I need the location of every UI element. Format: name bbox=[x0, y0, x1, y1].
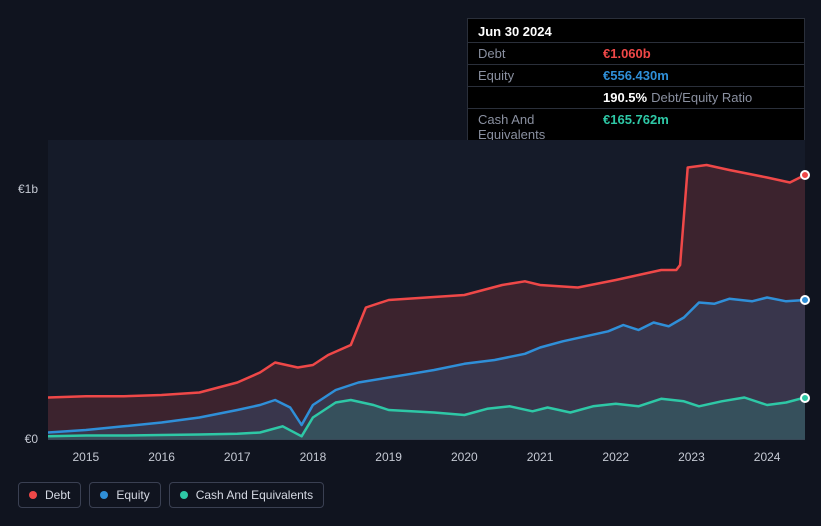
x-axis: 2015 2016 2017 2018 2019 2020 2021 2022 2023 2024 bbox=[48, 450, 805, 470]
tooltip-value: €556.430m bbox=[603, 68, 794, 83]
legend-item-cash[interactable]: Cash And Equivalents bbox=[169, 482, 324, 508]
chart-svg bbox=[48, 140, 805, 440]
tooltip-row-debt: Debt €1.060b bbox=[468, 43, 804, 65]
legend-label: Cash And Equivalents bbox=[196, 488, 313, 502]
tooltip-value: €1.060b bbox=[603, 46, 794, 61]
legend-label: Equity bbox=[116, 488, 149, 502]
y-axis-tick-label: €0 bbox=[25, 432, 38, 446]
legend-item-equity[interactable]: Equity bbox=[89, 482, 160, 508]
x-axis-tick-label: 2017 bbox=[224, 450, 251, 464]
chart-tooltip: Jun 30 2024 Debt €1.060b Equity €556.430… bbox=[467, 18, 805, 148]
tooltip-ratio-label: Debt/Equity Ratio bbox=[651, 90, 752, 105]
chart-legend: Debt Equity Cash And Equivalents bbox=[18, 482, 324, 508]
tooltip-date: Jun 30 2024 bbox=[478, 24, 603, 39]
tooltip-ratio-pct: 190.5% bbox=[603, 90, 647, 105]
equity-legend-dot bbox=[100, 491, 108, 499]
x-axis-tick-label: 2019 bbox=[375, 450, 402, 464]
x-axis-tick-label: 2016 bbox=[148, 450, 175, 464]
cash-legend-dot bbox=[180, 491, 188, 499]
tooltip-row-ratio: 190.5% Debt/Equity Ratio bbox=[468, 87, 804, 109]
legend-label: Debt bbox=[45, 488, 70, 502]
tooltip-label: Debt bbox=[478, 46, 603, 61]
x-axis-tick-label: 2024 bbox=[754, 450, 781, 464]
x-axis-tick-label: 2020 bbox=[451, 450, 478, 464]
legend-item-debt[interactable]: Debt bbox=[18, 482, 81, 508]
equity-end-marker bbox=[800, 295, 810, 305]
debt-end-marker bbox=[800, 170, 810, 180]
tooltip-value: €165.762m bbox=[603, 112, 794, 127]
tooltip-label: Cash And Equivalents bbox=[478, 112, 603, 142]
tooltip-label: Equity bbox=[478, 68, 603, 83]
tooltip-ratio: 190.5% Debt/Equity Ratio bbox=[603, 90, 794, 105]
x-axis-tick-label: 2018 bbox=[300, 450, 327, 464]
chart-plot-area bbox=[48, 140, 805, 440]
cash-end-marker bbox=[800, 393, 810, 403]
x-axis-tick-label: 2023 bbox=[678, 450, 705, 464]
x-axis-tick-label: 2022 bbox=[602, 450, 629, 464]
tooltip-row-equity: Equity €556.430m bbox=[468, 65, 804, 87]
x-axis-tick-label: 2021 bbox=[527, 450, 554, 464]
tooltip-date-row: Jun 30 2024 bbox=[468, 21, 804, 43]
y-axis-tick-label: €1b bbox=[18, 182, 38, 196]
debt-legend-dot bbox=[29, 491, 37, 499]
x-axis-tick-label: 2015 bbox=[72, 450, 99, 464]
